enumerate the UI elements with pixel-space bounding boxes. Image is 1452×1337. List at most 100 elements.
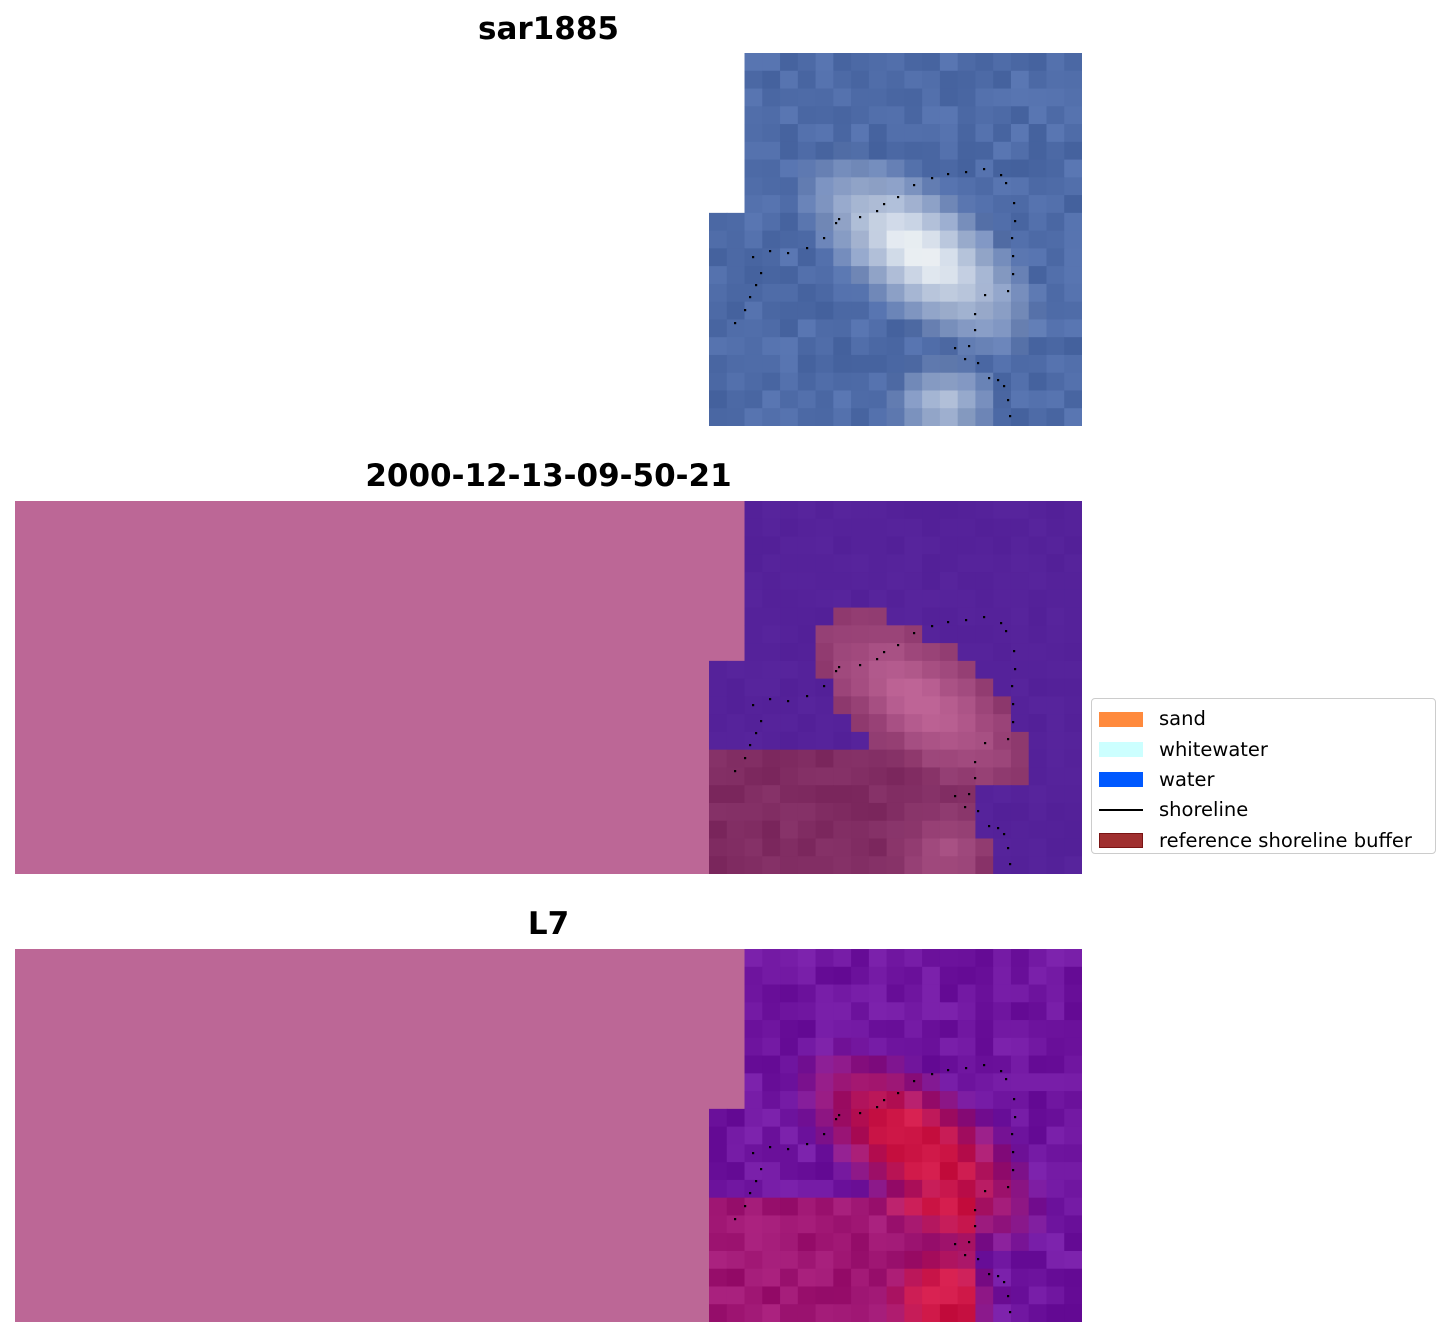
pixel (833, 856, 852, 874)
pixel (780, 572, 799, 591)
pixel (1010, 856, 1030, 874)
pixel (939, 106, 959, 125)
pixel (939, 53, 959, 72)
pixel (904, 767, 923, 786)
pixel (1064, 785, 1082, 804)
pixel (797, 159, 817, 178)
pixel (726, 1233, 746, 1252)
pixel (1028, 838, 1048, 857)
pixel (780, 1286, 799, 1305)
pixel (975, 1215, 994, 1234)
pixel (797, 607, 817, 626)
pixel (993, 1197, 1012, 1217)
pixel (1046, 1091, 1065, 1110)
pixel (709, 301, 728, 321)
pixel (868, 678, 888, 697)
shoreline-point (1014, 668, 1017, 671)
pixel (833, 1304, 852, 1322)
legend-label-shoreline: shoreline (1159, 798, 1249, 822)
pixel (922, 1126, 941, 1145)
pixel (939, 88, 959, 107)
shoreline-point (1007, 1295, 1010, 1298)
pixel (975, 53, 994, 72)
pixel (744, 607, 763, 626)
pixel (1010, 141, 1030, 161)
pixel (886, 1055, 905, 1074)
pixel (886, 230, 905, 249)
pixel (922, 1002, 941, 1021)
pixel (762, 1144, 781, 1163)
pixel (868, 248, 888, 267)
pixel (1028, 949, 1048, 968)
pixel (975, 536, 994, 555)
pixel (797, 1286, 817, 1305)
pixel (851, 1250, 870, 1270)
pixel (744, 678, 763, 697)
pixel (1046, 518, 1065, 538)
pixel (762, 1108, 781, 1128)
pixel (957, 1144, 977, 1163)
pixel (833, 1179, 852, 1199)
pixel (957, 195, 977, 214)
pixel (744, 1197, 763, 1217)
pixel (1028, 1108, 1048, 1128)
pixel (904, 1233, 923, 1252)
pixel (993, 678, 1012, 697)
pixel (762, 1002, 781, 1021)
pixel (1064, 212, 1082, 232)
pixel (993, 177, 1012, 196)
pixel (922, 390, 941, 409)
pixel (868, 1250, 888, 1270)
pixel (780, 696, 799, 715)
pixel (851, 53, 870, 72)
shoreline-point (997, 827, 1000, 830)
pixel (975, 319, 994, 338)
pixel (744, 1020, 763, 1039)
shoreline-point (787, 252, 790, 255)
pixel (780, 501, 799, 520)
pixel (780, 820, 799, 840)
shoreline-point (787, 700, 790, 703)
pixel (815, 572, 834, 591)
pixel (1010, 88, 1030, 107)
pixel (780, 1162, 799, 1181)
shoreline-point (931, 625, 934, 628)
pixel (904, 301, 923, 321)
pixel (744, 141, 763, 161)
pixel (922, 984, 941, 1003)
pixel (851, 372, 870, 392)
pixel (780, 70, 799, 90)
shoreline-point (859, 664, 862, 667)
water-swatch (1099, 772, 1143, 788)
pixel (762, 53, 781, 72)
pixel (709, 678, 728, 697)
pixel (904, 124, 923, 143)
pixel (868, 660, 888, 680)
pixel (744, 319, 763, 338)
pixel (833, 696, 852, 715)
shoreline-point (859, 216, 862, 219)
pixel (1010, 714, 1030, 733)
pixel (1028, 660, 1048, 680)
pixel (833, 518, 852, 538)
pixel (886, 1215, 905, 1234)
pixel (868, 749, 888, 769)
pixel (993, 572, 1012, 591)
pixel (957, 856, 977, 874)
pixel (922, 1286, 941, 1305)
pixel (904, 518, 923, 538)
pixel (1028, 1250, 1048, 1270)
pixel (833, 1073, 852, 1092)
pixel (886, 337, 905, 356)
pixel (1064, 838, 1082, 857)
pixel (993, 53, 1012, 72)
pixel (868, 212, 888, 232)
pixel (957, 106, 977, 125)
pixel (797, 177, 817, 196)
shoreline-point (835, 670, 838, 673)
pixel (1010, 607, 1030, 626)
pixel (957, 141, 977, 161)
pixel (939, 195, 959, 214)
pixel (762, 1304, 781, 1322)
pixel (975, 767, 994, 786)
